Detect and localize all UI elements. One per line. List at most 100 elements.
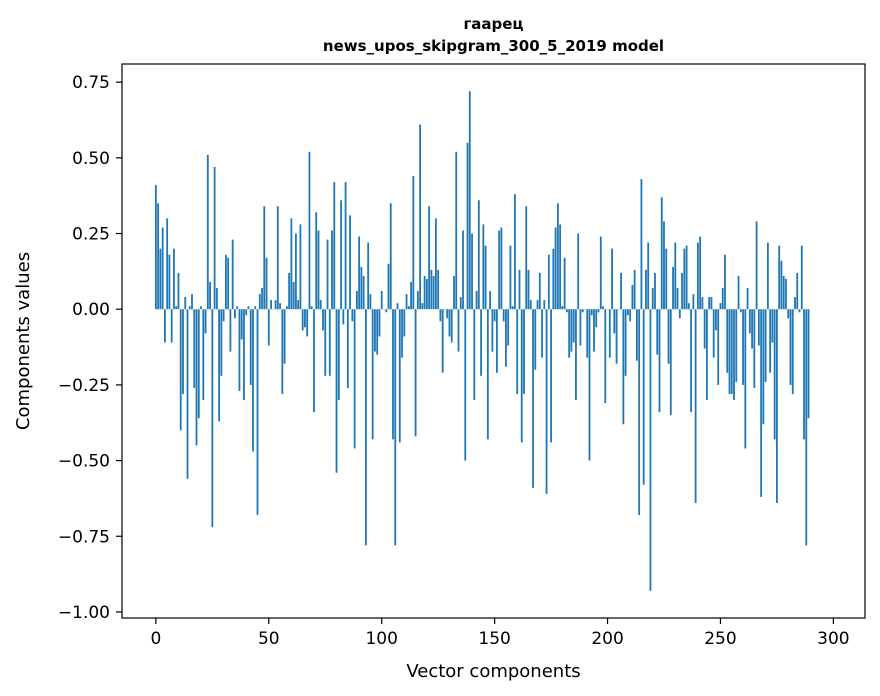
- bar: [624, 309, 627, 376]
- bar: [263, 206, 266, 310]
- bar: [663, 221, 665, 310]
- bar: [685, 245, 688, 310]
- bar: [590, 309, 593, 316]
- bar: [179, 309, 182, 431]
- bar: [204, 309, 207, 334]
- bar: [157, 203, 160, 310]
- bar: [450, 309, 453, 343]
- y-tick-label: −0.50: [58, 452, 110, 472]
- bar: [430, 269, 433, 310]
- bar: [640, 179, 643, 310]
- bar: [505, 309, 507, 367]
- bar: [301, 309, 304, 331]
- bar: [468, 91, 471, 310]
- bar: [645, 269, 647, 310]
- y-tick-label: −0.75: [58, 527, 110, 547]
- bar: [550, 309, 552, 443]
- bar: [638, 309, 641, 516]
- bar: [744, 309, 747, 449]
- x-tick-label: 150: [478, 629, 510, 649]
- bar: [579, 309, 582, 346]
- bar: [782, 275, 785, 310]
- bar: [791, 309, 794, 394]
- bar: [611, 248, 613, 310]
- bar: [412, 176, 415, 310]
- bar: [182, 309, 184, 394]
- bar: [518, 269, 521, 310]
- x-tick-label: 100: [365, 629, 397, 649]
- bar: [676, 288, 679, 310]
- bar: [299, 224, 302, 310]
- bar: [378, 309, 381, 337]
- bar: [502, 309, 505, 322]
- bar: [581, 309, 584, 313]
- bar: [267, 309, 270, 346]
- bar: [565, 309, 568, 313]
- bar: [446, 309, 449, 319]
- bar: [674, 242, 677, 310]
- bar: [785, 278, 787, 310]
- x-axis-label: Vector components: [406, 661, 580, 682]
- bar: [613, 309, 616, 334]
- bar: [218, 309, 221, 422]
- bar: [708, 297, 711, 310]
- bar: [667, 309, 670, 364]
- bar: [355, 291, 358, 310]
- bar: [545, 309, 548, 494]
- bar: [254, 306, 257, 310]
- bar: [751, 309, 753, 349]
- bar: [304, 309, 306, 328]
- bar: [186, 309, 189, 479]
- bar: [712, 309, 715, 358]
- bar: [669, 309, 672, 416]
- bar: [473, 309, 476, 401]
- bar: [439, 309, 442, 322]
- chart-subtitle: news_upos_skipgram_300_5_2019 model: [323, 37, 664, 55]
- bar: [780, 260, 783, 310]
- bar: [593, 309, 595, 352]
- bar: [527, 269, 530, 310]
- bar: [317, 230, 320, 310]
- bar: [193, 309, 196, 388]
- bar: [455, 151, 458, 310]
- bar: [256, 309, 259, 516]
- bar: [206, 154, 209, 310]
- bar: [175, 306, 178, 310]
- bar: [489, 291, 492, 310]
- bar: [482, 224, 485, 310]
- bar: [340, 200, 342, 310]
- bar: [342, 309, 345, 325]
- bar: [570, 309, 573, 352]
- bar: [238, 309, 241, 391]
- bar: [213, 166, 216, 310]
- bar: [715, 309, 717, 331]
- y-tick-label: 0.25: [72, 225, 110, 245]
- y-tick-label: 0.50: [72, 149, 110, 169]
- bar: [477, 200, 480, 310]
- bar: [599, 236, 602, 310]
- bar: [416, 291, 419, 310]
- bar: [471, 233, 473, 310]
- bar: [480, 309, 482, 376]
- y-axis-label: Components values: [13, 252, 34, 430]
- bar: [575, 309, 577, 401]
- bar: [692, 294, 695, 310]
- y-tick-label: 0.75: [72, 73, 110, 93]
- bar: [177, 272, 180, 310]
- bar: [380, 291, 383, 310]
- x-axis: 0 50 100 150 200 250 300: [150, 618, 850, 649]
- bar: [371, 309, 374, 440]
- bar: [622, 309, 625, 425]
- bar: [719, 303, 722, 310]
- bar: [274, 300, 277, 310]
- bar: [762, 309, 765, 425]
- bar: [543, 300, 546, 310]
- bar: [421, 303, 424, 310]
- bar: [398, 309, 401, 443]
- bar: [746, 288, 749, 310]
- bar: [724, 254, 726, 310]
- bar: [308, 151, 311, 310]
- bar: [376, 309, 379, 355]
- bar: [231, 239, 234, 310]
- bar: [401, 309, 403, 358]
